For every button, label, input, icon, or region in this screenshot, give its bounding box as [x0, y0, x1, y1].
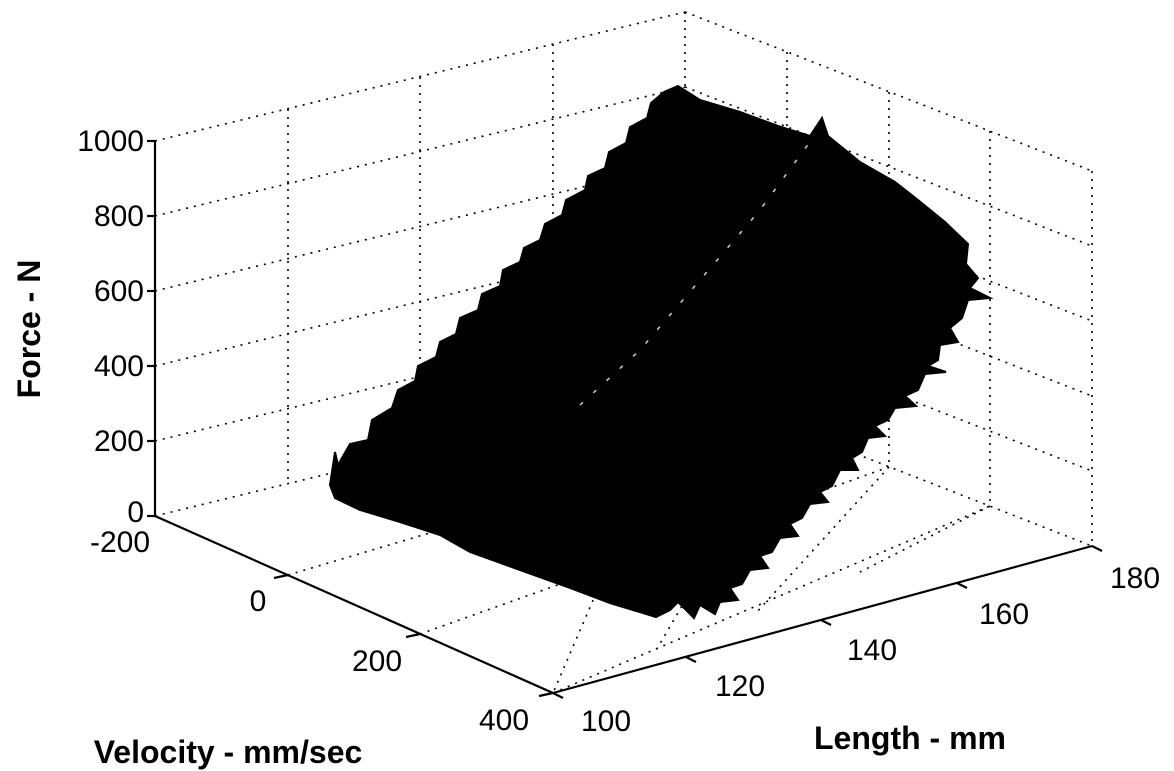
grid-line: [684, 11, 1093, 172]
x-tick-mark: [685, 656, 697, 663]
x-axis: [552, 544, 1093, 695]
z-tick-label: 1000: [77, 125, 144, 158]
z-tick-label: 400: [94, 350, 144, 383]
y-tick-label: 0: [250, 585, 267, 618]
x-tick-mark: [820, 619, 832, 626]
grid-line: [684, 86, 1093, 247]
y-tick-labels: -200 0 200 400: [90, 526, 529, 737]
z-tick-labels: 1000 800 600 400 200 0: [77, 125, 144, 529]
y-tick-marks: [273, 573, 554, 698]
z-tick-marks: [147, 139, 155, 518]
x-tick-label: 140: [847, 634, 897, 667]
z-tick-label: 600: [94, 275, 144, 308]
z-tick-label: 200: [94, 425, 144, 458]
x-tick-mark: [1091, 545, 1103, 552]
x-tick-label: 100: [581, 705, 631, 738]
y-tick-mark: [538, 691, 554, 698]
x-axis-label: Length - mm: [814, 720, 1006, 756]
y-axis: [154, 514, 554, 695]
x-tick-labels: 100 120 140 160 180: [581, 562, 1160, 738]
grid-line: [154, 161, 686, 292]
x-tick-label: 180: [1110, 562, 1160, 595]
grid-line: [154, 11, 686, 142]
grid-line: [154, 86, 686, 217]
z-tick-label: 0: [127, 496, 144, 529]
y-tick-label: 200: [352, 645, 402, 678]
y-tick-label: 400: [479, 704, 529, 737]
x-tick-label: 160: [979, 598, 1029, 631]
x-tick-mark: [956, 582, 968, 589]
grid-line: [654, 426, 788, 653]
x-tick-label: 120: [715, 670, 765, 703]
surface-highlight: [579, 134, 816, 406]
grid-line: [755, 466, 890, 614]
grid-line: [857, 505, 991, 574]
z-tick-label: 800: [94, 200, 144, 233]
x-tick-marks: [552, 545, 1103, 699]
y-tick-mark: [273, 573, 289, 580]
y-axis-label: Velocity - mm/sec: [94, 734, 363, 770]
x-tick-mark: [552, 692, 564, 699]
z-axis-label: Force - N: [11, 260, 47, 399]
y-tick-mark: [405, 632, 421, 639]
force-surface: [328, 84, 994, 620]
y-tick-label: -200: [90, 526, 150, 559]
